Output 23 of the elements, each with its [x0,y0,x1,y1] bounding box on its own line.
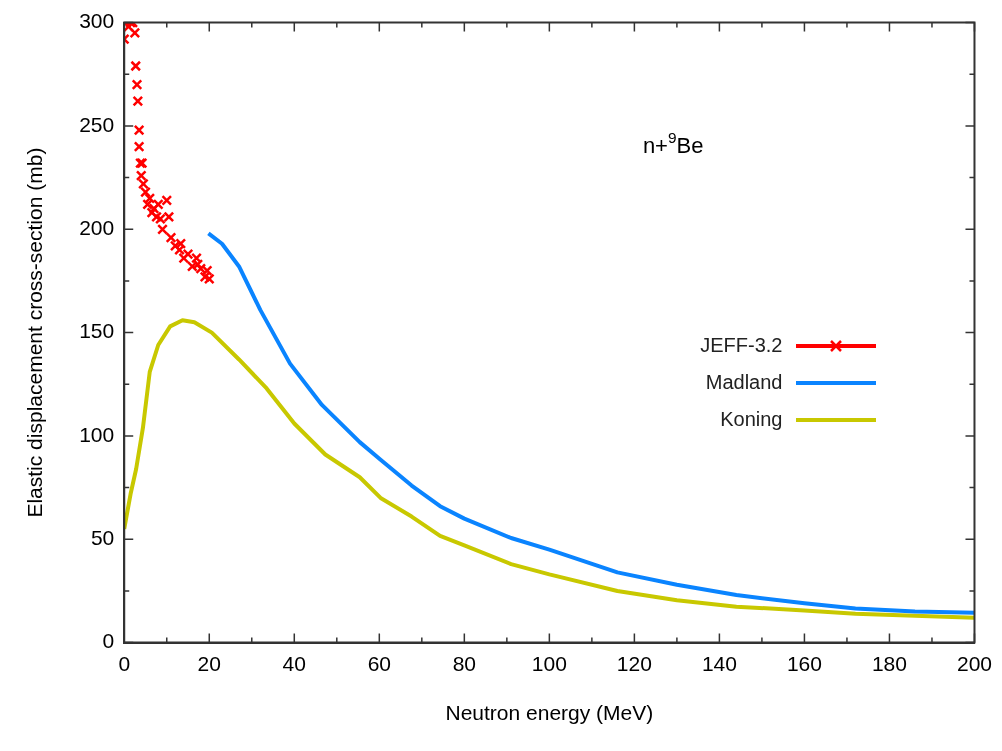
y-tick-label: 200 [79,216,115,240]
x-tick-label: 140 [701,652,737,675]
y-tick-label: 100 [79,422,115,446]
legend-label: Madland [705,371,783,395]
x-tick-label: 120 [616,652,652,675]
x-tick-label: 160 [786,652,822,675]
x-tick-label: 20 [197,652,221,675]
x-tick-label: 60 [367,652,391,675]
x-tick-label: 0 [118,652,131,675]
legend-label: Koning [720,408,783,432]
x-axis-title: Neutron energy (MeV) [445,701,654,725]
y-tick-label: 50 [90,526,115,550]
y-tick-label: 300 [79,9,115,33]
y-tick-label: 250 [79,112,115,136]
y-axis-title: Elastic displacement cross-section (mb) [23,147,47,518]
x-tick-label: 40 [282,652,306,675]
x-tick-label: 180 [871,652,907,675]
y-tick-label: 0 [102,629,115,653]
x-tick-label: 100 [531,652,567,675]
x-tick-label: 200 [956,652,992,675]
y-tick-label: 150 [79,319,115,343]
x-tick-label: 80 [452,652,477,675]
legend-label: JEFF-3.2 [700,334,783,358]
